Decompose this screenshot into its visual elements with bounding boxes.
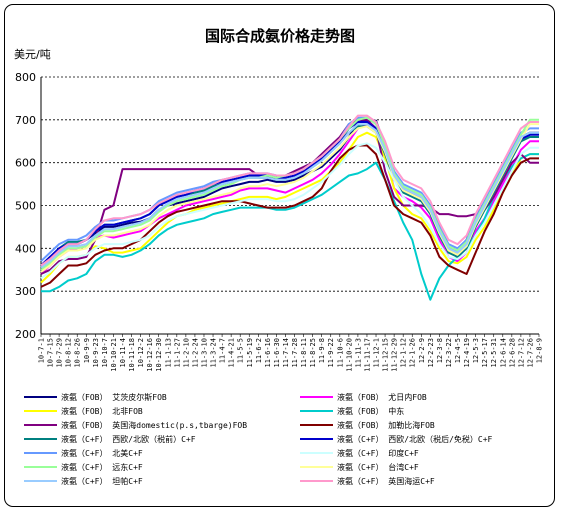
x-tick-label: 12-5-3 [472, 338, 480, 363]
x-tick-label: 11-12-15 [382, 338, 390, 372]
legend-label: 液氨（C+F） 北美C+F [61, 448, 143, 458]
x-tick-label: 11-2-24 [191, 338, 199, 368]
x-tick-label: 12-1-26 [409, 338, 417, 368]
series-line-14 [40, 114, 539, 267]
x-tick-label: 11-6-30 [273, 338, 281, 368]
legend-label: 液氨（C+F） 西欧/北欧（税后/免税）C+F [337, 434, 493, 444]
x-tick-label: 12-8-9 [536, 338, 544, 363]
legend-label: 液氨（C+F） 英国海运C+F [337, 476, 435, 486]
series-line-3 [40, 131, 539, 284]
x-tick-label: 12-2-23 [427, 338, 435, 368]
x-tick-label: 10-9-23 [92, 338, 100, 368]
series-line-5 [40, 118, 539, 275]
x-tick-label: 11-7-14 [282, 338, 290, 368]
x-tick-label: 10-7-1 [38, 338, 46, 363]
x-tick-label: 11-6-2 [255, 338, 263, 363]
x-tick-label: 11-1-13 [164, 338, 172, 368]
x-tick-label: 10-12-2 [137, 338, 145, 368]
x-tick-label: 11-5-19 [246, 338, 254, 368]
x-tick-label: 10-7-15 [47, 338, 55, 368]
x-tick-label: 11-11-3 [354, 338, 362, 368]
x-tick-label: 10-12-16 [146, 338, 154, 372]
x-tick-label: 11-12-29 [391, 338, 399, 372]
series-line-10 [40, 142, 539, 280]
y-tick-label: 600 [15, 157, 36, 170]
x-tick-label: 11-10-6 [336, 338, 344, 368]
x-tick-label: 10-8-12 [65, 338, 73, 368]
y-tick-label: 800 [15, 71, 36, 84]
legend-label: 液氨（C+F） 坦帕C+F [61, 476, 143, 486]
legend-label: 液氨（FOB） 加勒比海FOB [337, 420, 435, 430]
x-tick-label: 11-6-16 [264, 338, 272, 368]
x-tick-label: 10-7-29 [56, 338, 64, 368]
x-tick-label: 12-7-12 [517, 338, 525, 368]
legend-label: 液氨（FOB） 中东 [337, 406, 404, 416]
legend: 液氨（FOB） 艾茨皮尔斯FOB 液氨（FOB） 尤日内FOB 液氨（FOB） 北非… [24, 392, 493, 486]
x-tick-label: 10-10-21 [110, 338, 118, 372]
x-tick-label: 12-2-9 [418, 338, 426, 363]
x-tick-label: 10-12-30 [155, 338, 163, 372]
series-line-2 [40, 123, 539, 275]
x-tick-label: 10-11-18 [128, 338, 136, 372]
x-tick-label: 11-2-10 [182, 338, 190, 368]
x-tick-label: 10-10-7 [101, 338, 109, 368]
gridlines [41, 76, 539, 292]
y-tick-label: 500 [15, 200, 36, 213]
x-tick-label: 12-3-22 [445, 338, 453, 368]
legend-label: 液氨（FOB） 英国海domestic(p.s,tbarge)FOB [61, 420, 247, 430]
x-tick-label: 11-3-24 [210, 338, 218, 368]
x-tick-label: 12-1-12 [400, 338, 408, 368]
x-tick-label: 11-10-20 [345, 338, 353, 372]
series-line-13 [40, 123, 539, 269]
x-tick-label: 11-9-22 [327, 338, 335, 368]
x-tick-label: 12-4-19 [463, 338, 471, 368]
x-tick-label: 12-6-28 [508, 338, 516, 368]
legend-label: 液氨（C+F） 西欧/北欧（税前）C+F [61, 434, 196, 444]
y-tick-label: 400 [15, 242, 36, 255]
series-line-12 [40, 123, 539, 273]
x-tick-label: 11-4-7 [219, 338, 227, 363]
x-tick-label: 11-5-5 [237, 338, 245, 363]
legend-label: 液氨（FOB） 艾茨皮尔斯FOB [61, 392, 167, 402]
legend-label: 液氨（C+F） 远东C+F [61, 462, 143, 472]
x-tick-label: 12-5-31 [490, 338, 498, 368]
x-tick-label: 10-11-4 [119, 338, 127, 368]
series-lines [40, 114, 539, 301]
x-tick-label: 12-4-5 [454, 338, 462, 363]
x-tick-label: 11-12-1 [373, 338, 381, 368]
y-tick-label: 300 [15, 285, 36, 298]
x-tick-label: 11-11-17 [363, 338, 371, 372]
legend-label: 液氨（FOB） 尤日内FOB [337, 392, 427, 402]
x-tick-label: 11-7-28 [291, 338, 299, 368]
y-tick-labels: 800 700 600 500 400 300 200 [15, 71, 36, 341]
y-tick-label: 200 [15, 328, 36, 341]
chart-title: 国际合成氨价格走势图 [205, 27, 355, 45]
x-tick-label: 10-8-26 [74, 338, 82, 368]
legend-label: 液氨（C+F） 印度C+F [337, 448, 419, 458]
x-tick-label: 12-5-17 [481, 338, 489, 368]
x-tick-label: 11-9-8 [318, 338, 326, 363]
x-tick-label: 11-1-27 [173, 338, 181, 368]
y-axis-unit-label: 美元/吨 [14, 48, 51, 61]
x-tick-label: 11-4-21 [228, 338, 236, 368]
x-tick-label: 12-3-8 [436, 338, 444, 363]
x-tick-label: 11-3-10 [200, 338, 208, 368]
x-tick-label: 12-7-26 [526, 338, 534, 368]
series-line-6 [40, 144, 539, 288]
x-tick-label: 11-8-25 [309, 338, 317, 368]
y-tick-label: 700 [15, 114, 36, 127]
x-tick-label: 11-8-11 [300, 338, 308, 368]
legend-label: 液氨（FOB） 北非FOB [61, 406, 143, 416]
x-tick-labels: 10-7-1 10-7-15 10-7-29 10-8-12 10-8-26 10-9-9… [38, 334, 544, 372]
x-tick-label: 12-6-14 [499, 338, 507, 368]
x-tick-label: 10-9-9 [83, 338, 91, 363]
legend-label: 液氨（C+F） 台湾C+F [337, 462, 419, 472]
